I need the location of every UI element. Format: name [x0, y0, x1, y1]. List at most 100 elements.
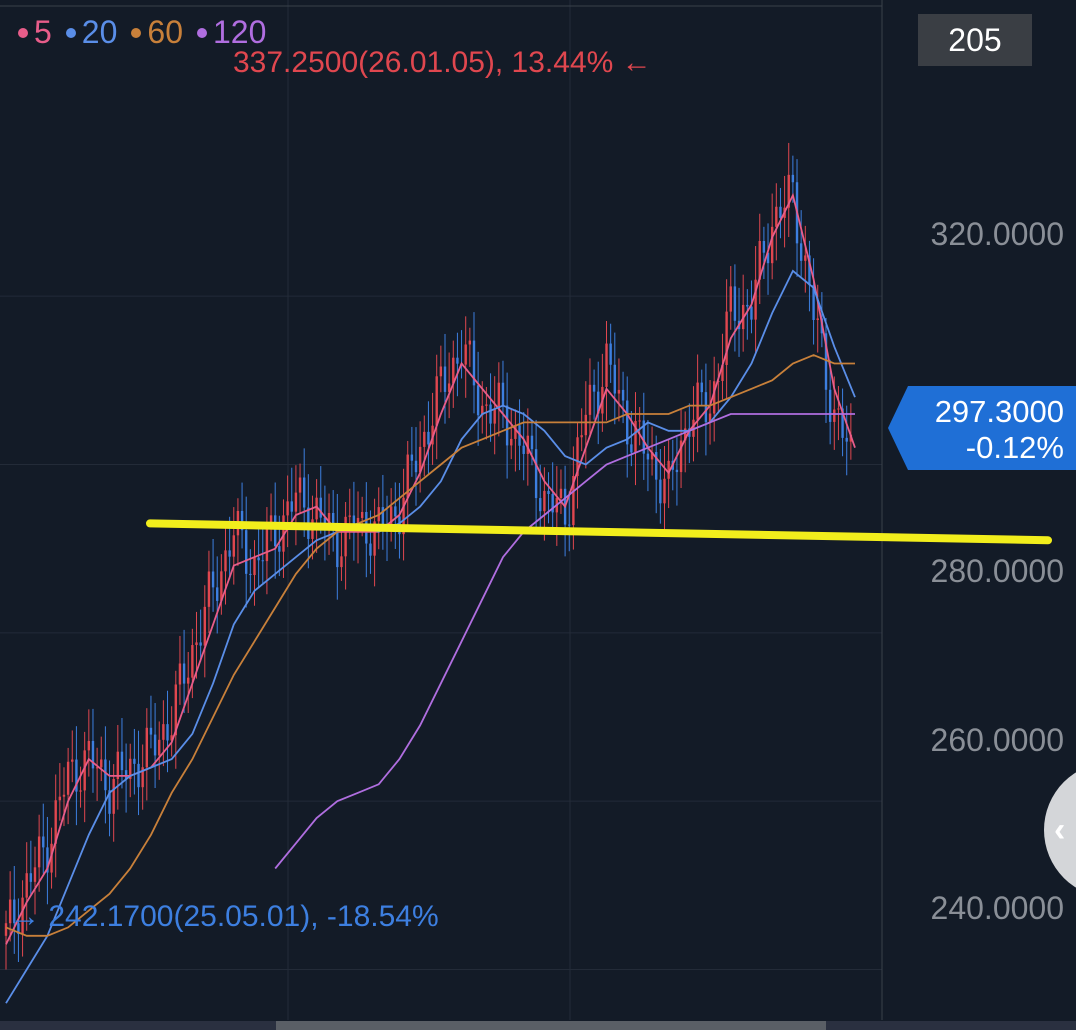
candle-body [828, 389, 832, 422]
candle-body [166, 724, 169, 741]
candle-body [468, 340, 472, 345]
candle-body [71, 759, 74, 762]
candle-body [261, 560, 264, 562]
candle-body [124, 770, 128, 779]
candle-body [704, 392, 708, 423]
legend-item-ma20[interactable]: 20 [65, 14, 117, 51]
candle-body [249, 573, 252, 576]
candle-body [812, 285, 815, 321]
horizontal-scrollbar[interactable] [0, 1021, 1076, 1030]
candle-body [481, 405, 484, 416]
moving-average-lines [5, 192, 856, 1004]
candle-body [129, 758, 132, 779]
candle-body [630, 444, 633, 453]
candle-body [373, 521, 376, 556]
candle-body [423, 431, 426, 447]
candle-body [191, 645, 194, 678]
candle-body [845, 437, 848, 442]
candle-body [302, 477, 306, 508]
candle-body [841, 408, 844, 438]
price-change: -0.12% [965, 430, 1064, 465]
candle-body [667, 460, 670, 479]
candle-body [712, 381, 716, 414]
candle-body [808, 255, 811, 286]
ma-line-120 [274, 413, 855, 870]
candle-body [485, 404, 488, 406]
candle-body [510, 438, 513, 446]
candle-body [406, 454, 409, 498]
candle-body [402, 497, 405, 535]
scroll-thumb[interactable] [276, 1021, 826, 1030]
candle-body [182, 663, 186, 684]
candle-body [526, 435, 530, 454]
low-price-annotation: → 242.1700(25.05.01), -18.54% [10, 900, 439, 933]
candle-body [87, 740, 91, 751]
candle-body [659, 479, 662, 504]
candle-body [149, 727, 153, 735]
candle-body [360, 511, 364, 518]
candle-body [340, 556, 343, 568]
candle-body [497, 382, 501, 409]
candle-body [754, 279, 757, 320]
candle-body [750, 306, 753, 320]
candle-count-badge[interactable]: 205 [918, 14, 1032, 66]
candle-body [547, 490, 550, 494]
candle-body [708, 413, 712, 423]
candle-body [4, 923, 8, 936]
candle-body [791, 174, 795, 183]
candle-body [696, 382, 699, 420]
candle-body [551, 493, 554, 513]
candle-body [650, 452, 654, 460]
candle-body [684, 428, 687, 441]
candle-body [746, 304, 749, 307]
candle-body [145, 727, 149, 768]
candle-body [700, 382, 703, 393]
candle-body [418, 446, 422, 473]
candle-body [646, 453, 650, 460]
candle-body [733, 286, 737, 321]
price-tag-shape [888, 386, 1076, 470]
candle-body [95, 767, 99, 769]
candle-body [344, 516, 347, 557]
candle-body [729, 286, 732, 312]
candle-body [539, 498, 542, 512]
candle-body [42, 836, 45, 848]
candle-body [228, 550, 231, 557]
legend-item-ma60[interactable]: 60 [131, 14, 183, 51]
candle-body [621, 389, 625, 401]
candle-body [613, 364, 616, 394]
candle-body [116, 751, 120, 780]
candle-body [443, 366, 447, 392]
candle-body [634, 420, 637, 453]
candle-body [257, 557, 260, 561]
legend-item-ma5[interactable]: 5 [18, 14, 52, 51]
candle-body [240, 510, 244, 531]
candle-body [58, 796, 62, 801]
candle-body [655, 452, 658, 480]
candle-body [199, 642, 202, 646]
candle-body [207, 571, 211, 607]
candle-body [211, 571, 215, 588]
chevron-left-icon: ‹ [1054, 810, 1066, 849]
legend-label-ma5: 5 [34, 14, 52, 50]
candle-body [779, 206, 782, 218]
candle-body [584, 414, 588, 436]
candle-body [137, 763, 140, 788]
candle-body [472, 340, 476, 386]
legend-item-ma120[interactable]: 120 [196, 14, 266, 51]
candle-body [253, 557, 256, 576]
candle-body [37, 836, 41, 868]
candle-body [762, 240, 766, 253]
candle-body [294, 492, 298, 512]
candlesticks [4, 142, 853, 970]
candle-body [588, 384, 592, 415]
y-tick-label: 320.0000 [930, 216, 1064, 252]
candle-body [331, 513, 335, 528]
candle-body [216, 587, 219, 601]
candle-body [273, 515, 277, 547]
candle-body [83, 750, 86, 791]
candle-body [394, 506, 397, 517]
legend-dot-ma120 [196, 27, 207, 38]
legend-dot-ma5 [18, 27, 28, 38]
